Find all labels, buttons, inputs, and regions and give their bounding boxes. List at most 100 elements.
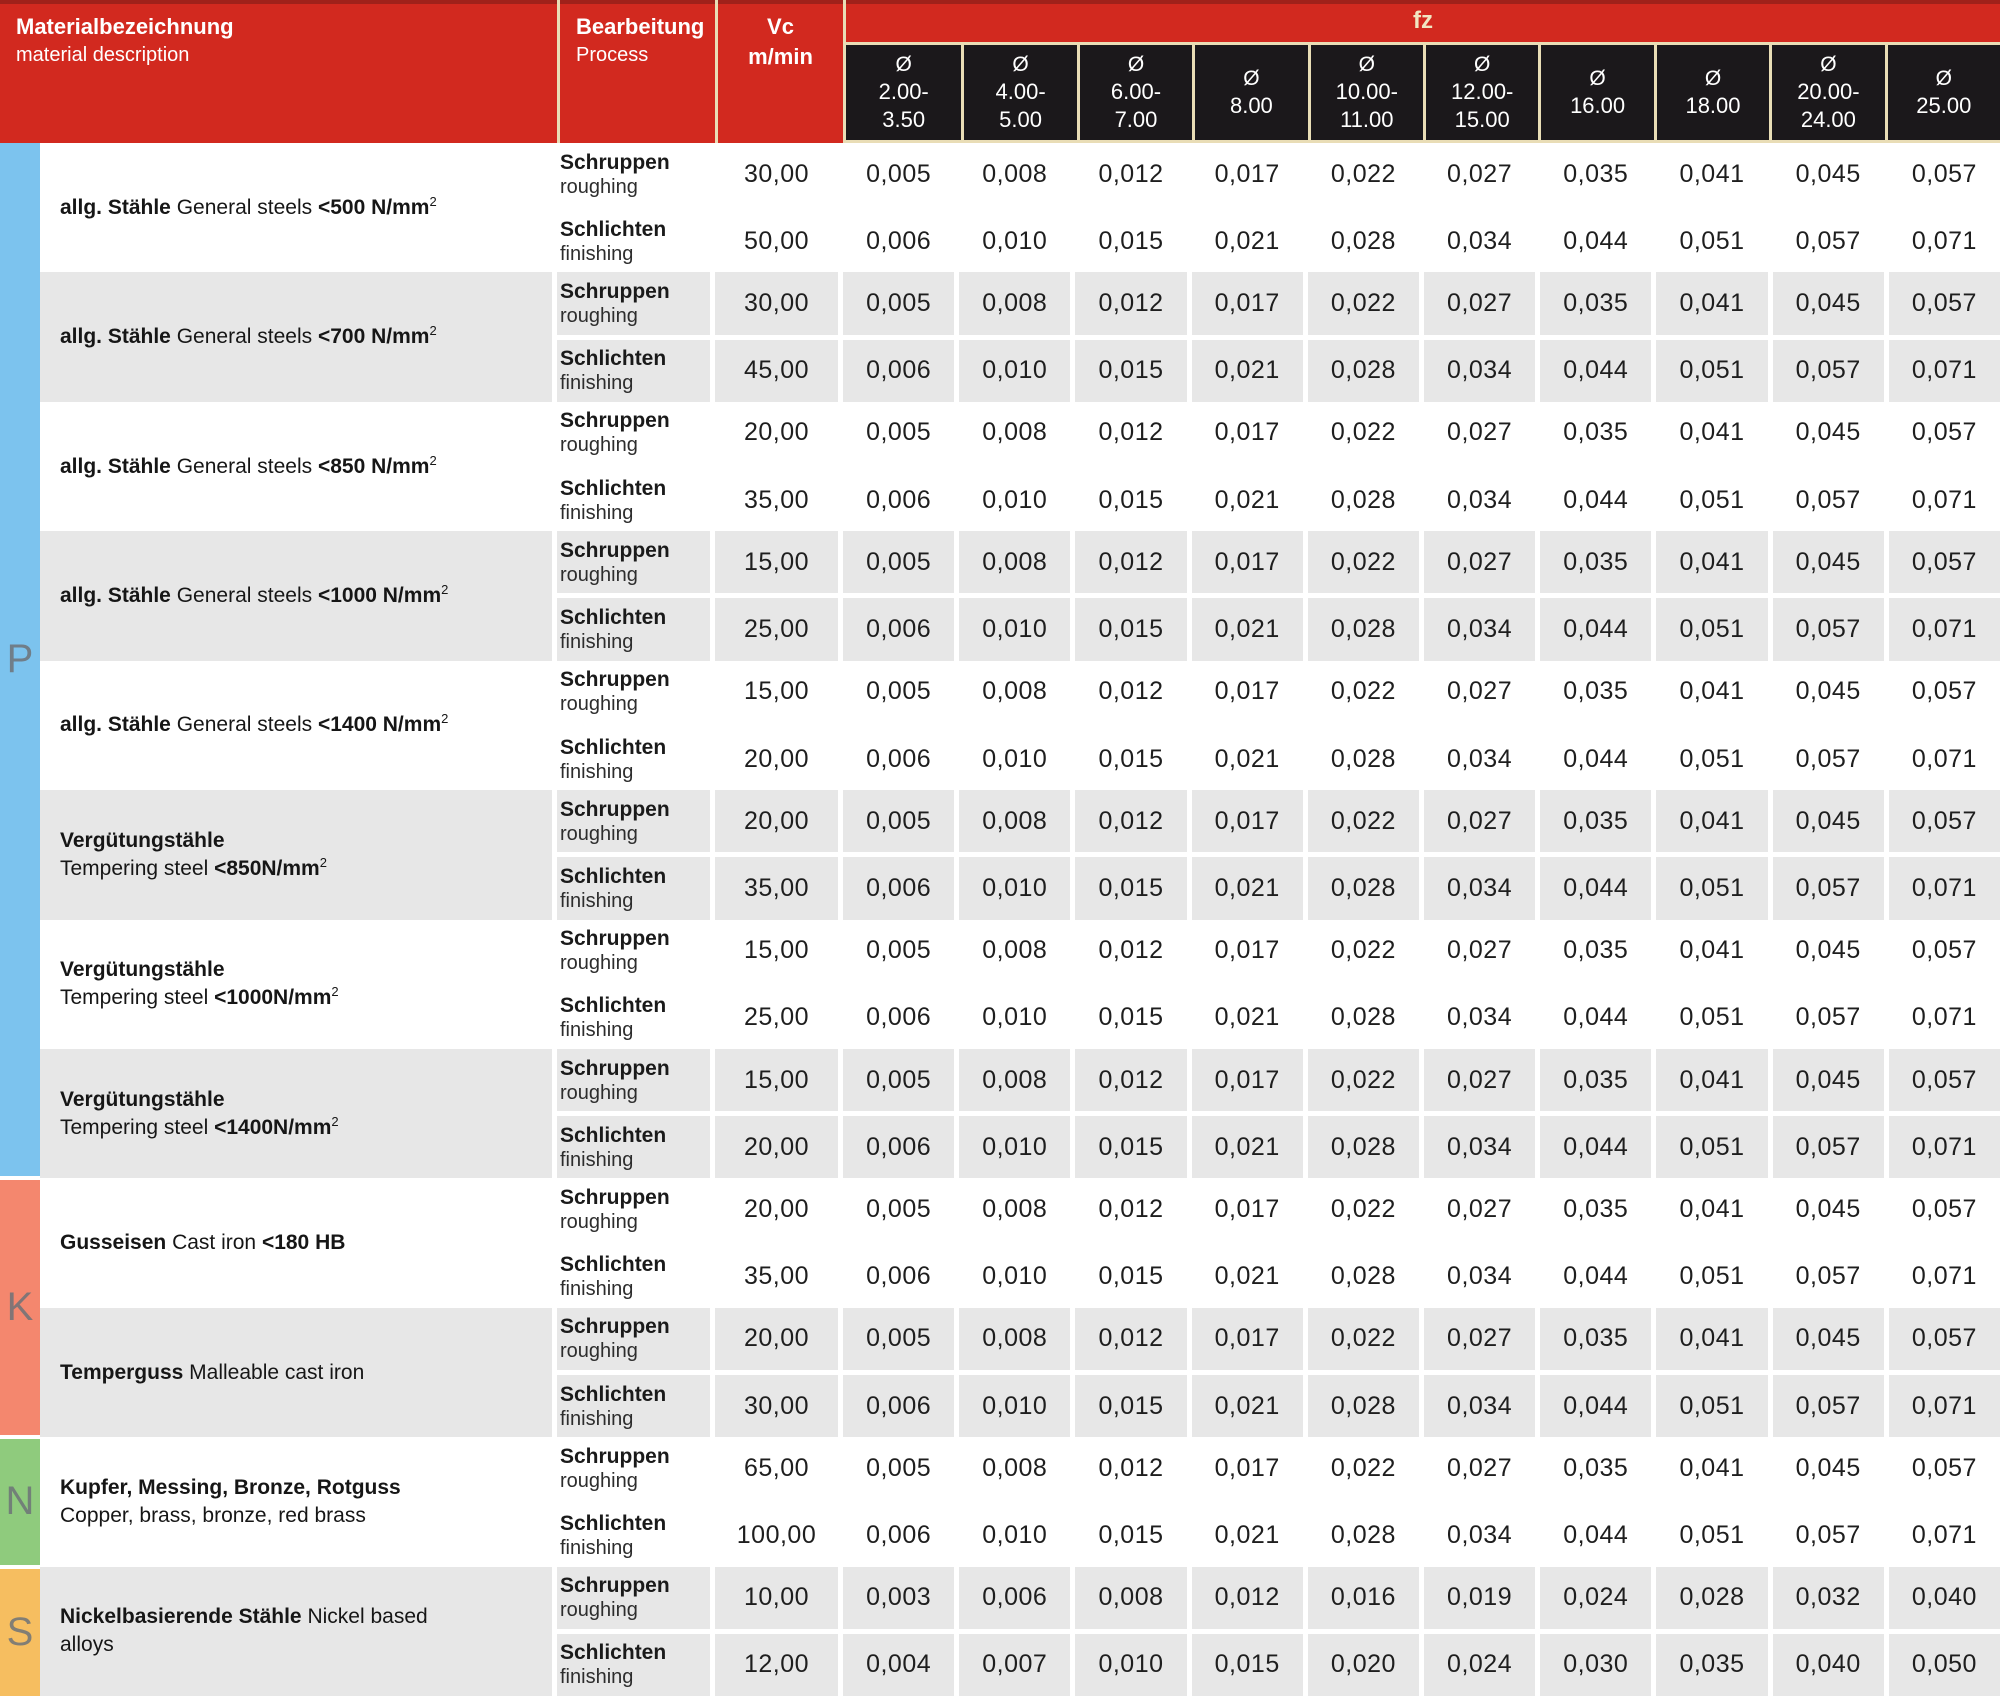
fz-value-cell: 0,021 (1191, 1116, 1303, 1179)
fz-value-cell: 0,041 (1656, 531, 1768, 594)
process-label-de: Schlichten (560, 217, 667, 241)
fz-value-cell: 0,034 (1423, 469, 1536, 532)
fz-value-cell: 0,071 (1888, 210, 2000, 273)
fz-value-cell: 0,010 (959, 986, 1071, 1049)
diameter-range: 10.00- 11.00 (1335, 78, 1398, 132)
material-cell: Nickelbasierende Stähle Nickel based allo… (40, 1566, 552, 1696)
material-line: Vergütungstähle (60, 1087, 225, 1111)
material-cell: Temperguss Malleable cast iron (40, 1307, 552, 1438)
fz-value-cell: 0,017 (1191, 919, 1303, 982)
fz-value-cell: 0,045 (1772, 1307, 1884, 1370)
vc-value-cell: 20,00 (715, 1307, 838, 1370)
fz-value-cell: 0,051 (1656, 1116, 1768, 1179)
fz-value-cell: 0,005 (843, 143, 955, 206)
material-line: alloys (60, 1633, 114, 1657)
fz-value-cell: 0,035 (1656, 1633, 1768, 1696)
fz-value-cell: 0,012 (1075, 143, 1187, 206)
fz-value-cell: 0,071 (1888, 339, 2000, 402)
fz-value-cell: 0,035 (1540, 790, 1652, 853)
fz-value-cell: 0,041 (1656, 1178, 1768, 1241)
fz-value-cell: 0,028 (1307, 469, 1419, 532)
diameter-icon: Ø (895, 52, 912, 76)
fz-value-cell: 0,022 (1307, 272, 1419, 335)
fz-value-cell: 0,041 (1656, 790, 1768, 853)
fz-value-cell: 0,024 (1423, 1633, 1536, 1696)
fz-value-cell: 0,015 (1075, 598, 1187, 661)
fz-value-cell: 0,028 (1307, 1375, 1419, 1438)
fz-value-cell: 0,008 (959, 401, 1071, 465)
diameter-icon: Ø (1127, 52, 1145, 76)
diameter-icon: Ø (1474, 52, 1491, 76)
fz-value-cell: 0,008 (959, 1178, 1071, 1241)
process-cell: Schruppen roughing (557, 1566, 710, 1629)
fz-value-cell: 0,030 (1540, 1633, 1652, 1696)
fz-value-cell: 0,045 (1772, 790, 1884, 853)
fz-value-cell: 0,020 (1307, 1633, 1419, 1696)
fz-value-cell: 0,010 (959, 857, 1071, 920)
fz-value-cell: 0,071 (1888, 857, 2000, 920)
material-line: Nickelbasierende Stähle Nickel based (60, 1605, 428, 1629)
process-cell: Schruppen roughing (557, 401, 710, 465)
table-header: Materialbezeichnung material description… (0, 0, 2000, 143)
header-diameter-cell: Ø 8.00 (1192, 45, 1308, 143)
process-label-en: roughing (560, 175, 638, 198)
process-cell: Schlichten finishing (557, 1633, 710, 1696)
material-block: Vergütungstähle Tempering steel <850N/mm2… (40, 790, 2000, 920)
material-cell: allg. Stähle General steels <700 N/mm2 (40, 272, 552, 402)
process-label-de: Schruppen (560, 1056, 670, 1080)
fz-value-cell: 0,017 (1191, 1307, 1303, 1370)
process-label-en: finishing (560, 631, 634, 654)
vc-value-cell: 30,00 (715, 1375, 838, 1438)
fz-value-cell: 0,057 (1888, 790, 2000, 853)
process-label-de: Schlichten (560, 347, 667, 371)
fz-value-cell: 0,044 (1540, 857, 1652, 920)
fz-value-cell: 0,057 (1772, 1504, 1884, 1567)
fz-value-cell: 0,057 (1772, 1245, 1884, 1308)
fz-value-cell: 0,021 (1191, 1375, 1303, 1438)
header-fz-section: fz Ø 2.00- 3.50 Ø 4.00- 5.00 Ø 6.00- 7.00 Ø 8.0… (843, 0, 2000, 143)
fz-value-cell: 0,034 (1423, 339, 1536, 402)
fz-value-cell: 0,012 (1075, 660, 1187, 723)
fz-value-cell: 0,015 (1075, 1116, 1187, 1179)
process-label-en: roughing (560, 1340, 638, 1363)
fz-value-cell: 0,044 (1540, 598, 1652, 661)
process-label-en: finishing (560, 1278, 634, 1301)
process-cell: Schlichten finishing (557, 1375, 710, 1438)
process-label-en: roughing (560, 563, 638, 586)
iso-group-S: S (0, 1568, 40, 1696)
diameter-icon: Ø (1358, 52, 1375, 76)
material-cell: Kupfer, Messing, Bronze, Rotguss Copper, … (40, 1437, 552, 1567)
fz-value-cell: 0,035 (1540, 272, 1652, 335)
fz-value-cell: 0,015 (1191, 1633, 1303, 1696)
fz-value-cell: 0,057 (1888, 401, 2000, 465)
fz-value-cell: 0,051 (1656, 339, 1768, 402)
fz-value-cell: 0,028 (1307, 857, 1419, 920)
material-line: allg. Stähle General steels <500 N/mm2 (60, 193, 437, 219)
fz-value-cell: 0,057 (1888, 1048, 2000, 1112)
fz-value-cell: 0,005 (843, 660, 955, 723)
process-label-de: Schlichten (560, 735, 667, 759)
fz-value-cell: 0,071 (1888, 727, 2000, 791)
fz-value-cell: 0,021 (1191, 1504, 1303, 1567)
fz-value-cell: 0,035 (1540, 531, 1652, 594)
fz-value-cell: 0,027 (1423, 401, 1536, 465)
fz-value-cell: 0,006 (843, 727, 955, 791)
fz-value-cell: 0,006 (843, 469, 955, 532)
fz-value-cell: 0,057 (1888, 919, 2000, 982)
process-label-en: finishing (560, 1666, 634, 1689)
fz-value-cell: 0,028 (1307, 210, 1419, 273)
fz-value-cell: 0,035 (1540, 1178, 1652, 1241)
fz-value-cell: 0,041 (1656, 143, 1768, 206)
header-process-en: Process (576, 44, 649, 66)
fz-value-cell: 0,008 (1075, 1566, 1187, 1629)
iso-group-K: K (0, 1180, 40, 1436)
fz-value-cell: 0,032 (1772, 1566, 1884, 1629)
fz-value-cell: 0,045 (1772, 531, 1884, 594)
fz-value-cell: 0,003 (843, 1566, 955, 1629)
fz-value-cell: 0,071 (1888, 469, 2000, 532)
fz-value-cell: 0,071 (1888, 598, 2000, 661)
fz-value-cell: 0,008 (959, 531, 1071, 594)
fz-value-cell: 0,005 (843, 531, 955, 594)
fz-value-cell: 0,041 (1656, 1307, 1768, 1370)
